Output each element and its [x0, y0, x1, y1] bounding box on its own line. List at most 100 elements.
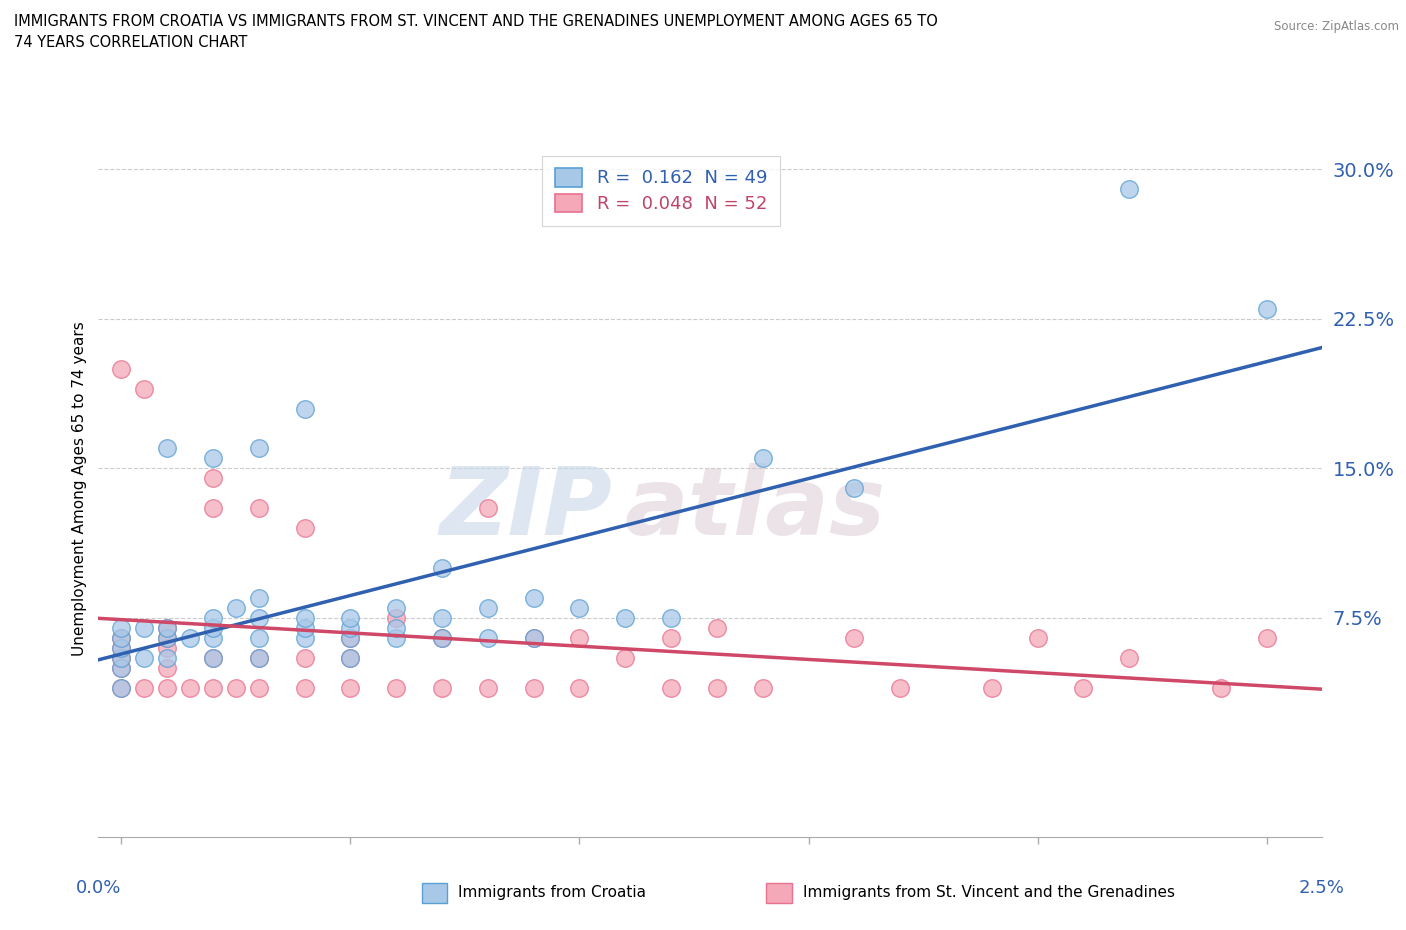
Point — [294, 631, 316, 645]
Point — [706, 620, 728, 635]
Point — [614, 650, 637, 665]
Point — [523, 631, 546, 645]
Point — [523, 591, 546, 605]
Point — [110, 620, 132, 635]
Point — [225, 680, 247, 695]
Point — [247, 441, 270, 456]
Point — [477, 680, 499, 695]
Point — [156, 620, 179, 635]
Point — [294, 521, 316, 536]
Text: ZIP: ZIP — [439, 463, 612, 555]
Text: Immigrants from St. Vincent and the Grenadines: Immigrants from St. Vincent and the Gren… — [803, 885, 1175, 900]
Point — [110, 660, 132, 675]
Point — [134, 620, 156, 635]
Point — [294, 401, 316, 416]
Point — [156, 650, 179, 665]
Point — [751, 451, 773, 466]
Point — [110, 680, 132, 695]
Point — [247, 591, 270, 605]
Point — [201, 620, 224, 635]
Point — [659, 610, 682, 625]
Point — [156, 631, 179, 645]
Point — [430, 610, 453, 625]
Legend: R =  0.162  N = 49, R =  0.048  N = 52: R = 0.162 N = 49, R = 0.048 N = 52 — [543, 155, 780, 226]
Point — [247, 650, 270, 665]
Point — [385, 610, 408, 625]
Point — [339, 650, 361, 665]
Point — [339, 631, 361, 645]
Point — [1256, 631, 1278, 645]
Point — [201, 631, 224, 645]
Point — [889, 680, 911, 695]
Point — [385, 620, 408, 635]
Point — [156, 680, 179, 695]
Text: atlas: atlas — [624, 463, 886, 555]
Point — [339, 631, 361, 645]
Point — [247, 650, 270, 665]
Point — [614, 610, 637, 625]
Point — [430, 631, 453, 645]
Point — [477, 601, 499, 616]
Y-axis label: Unemployment Among Ages 65 to 74 years: Unemployment Among Ages 65 to 74 years — [72, 321, 87, 656]
Point — [430, 631, 453, 645]
Point — [110, 660, 132, 675]
Text: IMMIGRANTS FROM CROATIA VS IMMIGRANTS FROM ST. VINCENT AND THE GRENADINES UNEMPL: IMMIGRANTS FROM CROATIA VS IMMIGRANTS FR… — [14, 14, 938, 29]
Point — [179, 631, 201, 645]
Point — [339, 680, 361, 695]
Point — [201, 680, 224, 695]
Point — [156, 640, 179, 655]
Text: 2.5%: 2.5% — [1299, 879, 1344, 897]
Point — [201, 500, 224, 515]
Point — [1209, 680, 1232, 695]
Text: 74 YEARS CORRELATION CHART: 74 YEARS CORRELATION CHART — [14, 35, 247, 50]
Point — [1073, 680, 1095, 695]
Point — [339, 620, 361, 635]
Point — [156, 631, 179, 645]
Point — [751, 680, 773, 695]
Text: Immigrants from Croatia: Immigrants from Croatia — [458, 885, 647, 900]
Point — [134, 381, 156, 396]
Point — [294, 610, 316, 625]
Point — [385, 601, 408, 616]
Point — [110, 631, 132, 645]
Point — [980, 680, 1002, 695]
Point — [134, 680, 156, 695]
Point — [110, 640, 132, 655]
Point — [201, 471, 224, 485]
Text: Source: ZipAtlas.com: Source: ZipAtlas.com — [1274, 20, 1399, 33]
Point — [110, 650, 132, 665]
Point — [110, 631, 132, 645]
Point — [201, 650, 224, 665]
Point — [294, 680, 316, 695]
Point — [568, 601, 591, 616]
Point — [247, 610, 270, 625]
Point — [1118, 182, 1140, 197]
Point — [339, 650, 361, 665]
Point — [568, 631, 591, 645]
Point — [385, 680, 408, 695]
Point — [523, 631, 546, 645]
Point — [201, 451, 224, 466]
Point — [844, 481, 866, 496]
Point — [477, 631, 499, 645]
Point — [706, 680, 728, 695]
Point — [247, 631, 270, 645]
Point — [477, 500, 499, 515]
Point — [430, 561, 453, 576]
Point — [247, 500, 270, 515]
Point — [294, 620, 316, 635]
Point — [110, 361, 132, 376]
Point — [844, 631, 866, 645]
Point — [201, 650, 224, 665]
Point — [110, 650, 132, 665]
Point — [247, 680, 270, 695]
Point — [1118, 650, 1140, 665]
Point — [659, 680, 682, 695]
Point — [523, 680, 546, 695]
Point — [430, 680, 453, 695]
Point — [110, 680, 132, 695]
Text: 0.0%: 0.0% — [76, 879, 121, 897]
Point — [225, 601, 247, 616]
Point — [110, 640, 132, 655]
Point — [179, 680, 201, 695]
